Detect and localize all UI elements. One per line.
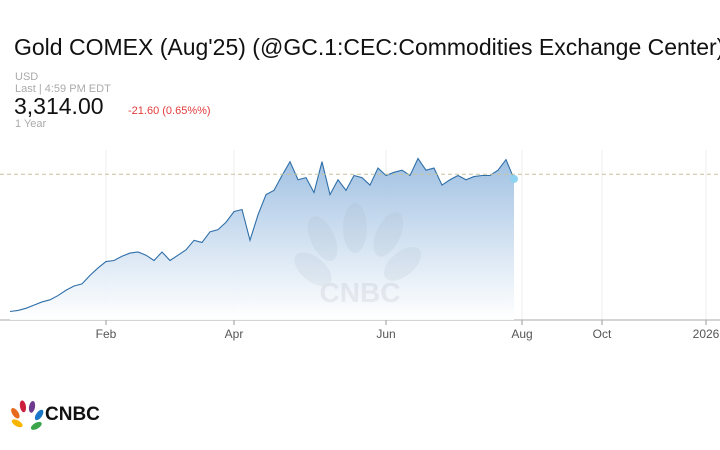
watermark-text: CNBC bbox=[320, 277, 401, 308]
price-change: -21.60 (0.65%%) bbox=[128, 105, 211, 117]
x-tick-label: Apr bbox=[225, 327, 244, 341]
logo-text: CNBC bbox=[45, 404, 100, 425]
currency: USD bbox=[15, 71, 38, 83]
last-price: 3,314.00 bbox=[14, 93, 104, 119]
plot-area: Feb Apr Jun Aug Oct 2026 bbox=[0, 150, 720, 341]
last-time: Last | 4:59 PM EDT bbox=[15, 83, 111, 95]
chart-title: Gold COMEX (Aug'25) (@GC.1:CEC:Commoditi… bbox=[14, 34, 720, 60]
watermark: CNBC bbox=[294, 203, 422, 308]
x-tick-label: Aug bbox=[511, 327, 532, 341]
x-tick-label: 2026 bbox=[693, 327, 720, 341]
last-point bbox=[510, 174, 518, 183]
x-tick-label: Feb bbox=[96, 327, 117, 341]
x-tick-label: Oct bbox=[593, 327, 612, 341]
x-tick-label: Jun bbox=[376, 327, 395, 341]
line bbox=[9, 157, 515, 313]
area bbox=[10, 158, 514, 320]
range-label: 1 Year bbox=[15, 118, 47, 130]
cnbc-logo: CNBC bbox=[11, 400, 100, 430]
